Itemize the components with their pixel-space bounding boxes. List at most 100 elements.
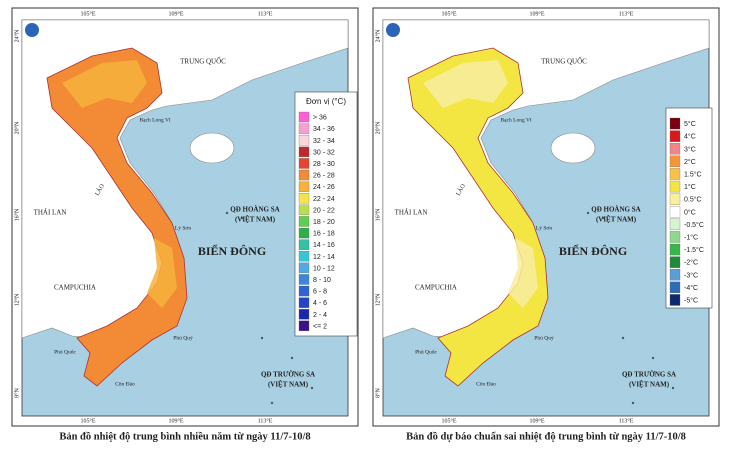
longitude-label: 109°E [168, 10, 183, 17]
legend-label: 26 - 28 [313, 173, 335, 180]
latitude-label: 12°N [13, 293, 20, 306]
hainan [189, 132, 235, 164]
legend-swatch [669, 231, 681, 243]
caption: Bản đồ dự báo chuẩn sai nhiệt độ trung b… [406, 431, 686, 442]
logo [386, 23, 400, 37]
caption: Bản đồ nhiệt độ trung bình nhiều năm từ … [59, 431, 310, 442]
legend-swatch [298, 227, 310, 239]
latitude-label: 16°N [374, 208, 381, 221]
legend-label: 28 - 30 [313, 161, 335, 168]
legend-label: 1.5°C [684, 171, 702, 179]
longitude-label: 113°E [258, 417, 273, 424]
legend-swatch [298, 111, 310, 123]
legend-label: > 36 [313, 115, 327, 122]
place-label: TRUNG QUỐC [541, 58, 587, 66]
legend-swatch [669, 256, 681, 268]
legend-swatch [298, 158, 310, 169]
legend-swatch [298, 320, 310, 332]
island [621, 336, 625, 340]
legend-swatch [669, 269, 681, 281]
legend-label: -1°C [684, 234, 698, 242]
legend-label: 14 - 16 [313, 242, 335, 249]
legend-swatch [298, 309, 310, 320]
legend-swatch [669, 243, 681, 256]
legend-label: 2°C [684, 158, 696, 166]
legend-label: 0.5°C [684, 196, 702, 204]
legend-swatch [298, 146, 310, 158]
legend-swatch [298, 204, 310, 216]
place-label: QĐ HOÀNG SA [591, 206, 640, 214]
longitude-label: 113°E [619, 10, 634, 17]
longitude-label: 105°E [80, 10, 95, 17]
place-label: QĐ TRƯỜNG SA [622, 371, 676, 379]
place-label: TRUNG QUỐC [180, 58, 226, 66]
map-panel: 105°E 105°E 109°E 109°E 113°E 113°E 24°N 20°N 16… [372, 7, 720, 427]
place-label: Phú Quốc [54, 348, 76, 355]
legend-swatch [669, 294, 681, 306]
place-label: BIỂN ĐÔNG [198, 243, 266, 258]
legend-label: 30 - 32 [313, 149, 335, 156]
latitude-label: 8°N [13, 387, 20, 397]
legend-swatch [298, 251, 310, 262]
longitude-label: 105°E [441, 417, 456, 424]
island [310, 386, 314, 390]
legend-swatch [298, 297, 310, 308]
latitude-label: 20°N [13, 121, 20, 134]
legend-label: 6 - 8 [313, 289, 327, 296]
legend-swatch [669, 155, 681, 168]
legend-label: 34 - 36 [313, 126, 335, 133]
legend-label: -2°C [684, 259, 698, 267]
legend-swatch [669, 218, 681, 231]
map-panel: 105°E 105°E 109°E 109°E 113°E 113°E 24°N 20°N 16… [11, 7, 359, 427]
latitude-label: 24°N [374, 29, 381, 42]
longitude-label: 105°E [441, 10, 456, 17]
hainan [550, 132, 596, 164]
legend-swatch [669, 193, 681, 205]
legend-swatch [298, 285, 310, 297]
longitude-label: 109°E [529, 10, 544, 17]
latitude-label: 20°N [374, 121, 381, 134]
legend-label: -1.5°C [684, 246, 704, 254]
legend-label: <= 2 [313, 323, 327, 330]
legend-swatch [298, 193, 310, 204]
legend: 5°C 4°C 3°C 2°C 1.5°C 1°C 0.5°C 0°C -0.5°C -1°C -1… [665, 107, 713, 309]
legend-label: 18 - 20 [313, 219, 335, 226]
legend-label: 10 - 12 [313, 265, 335, 272]
legend-label: 3°C [684, 145, 696, 153]
legend-swatch [298, 239, 310, 250]
island [260, 336, 264, 340]
place-label: BIỂN ĐÔNG [559, 243, 627, 258]
legend-swatch [669, 143, 681, 155]
place-label: THÁI LAN [34, 209, 67, 217]
legend-swatch [298, 181, 310, 192]
island [651, 356, 655, 360]
place-label: QĐ HOÀNG SA [230, 206, 279, 214]
legend: Đơn vị (°C) > 36 34 - 36 32 - 34 30 - 32 28 -… [294, 91, 358, 337]
legend-swatch [669, 130, 681, 142]
place-label: (VIỆT NAM) [596, 216, 637, 224]
place-label: Phú Quốc [415, 348, 437, 355]
island [631, 401, 635, 405]
place-label: Bạch Long Vĩ [500, 117, 532, 123]
longitude-label: 113°E [258, 10, 273, 17]
island [671, 386, 675, 390]
legend-label: 1°C [684, 183, 696, 191]
legend-swatch [298, 169, 310, 181]
place-label: Côn Đảo [476, 381, 496, 387]
legend-label: 8 - 10 [313, 277, 331, 284]
island [270, 401, 274, 405]
place-label: CAMPUCHIA [415, 284, 457, 292]
island [601, 216, 605, 220]
latitude-label: 24°N [13, 29, 20, 42]
legend-swatch [669, 206, 681, 218]
longitude-label: 105°E [80, 417, 95, 424]
legend-swatch [298, 135, 310, 146]
place-label: (VIỆT NAM) [268, 381, 309, 389]
logo [25, 23, 39, 37]
place-label: Phú Quý [173, 335, 193, 341]
place-label: Phú Quý [534, 335, 554, 341]
legend-label: -5°C [684, 297, 698, 305]
legend-label: 0°C [684, 208, 696, 216]
legend-swatch [669, 281, 681, 294]
